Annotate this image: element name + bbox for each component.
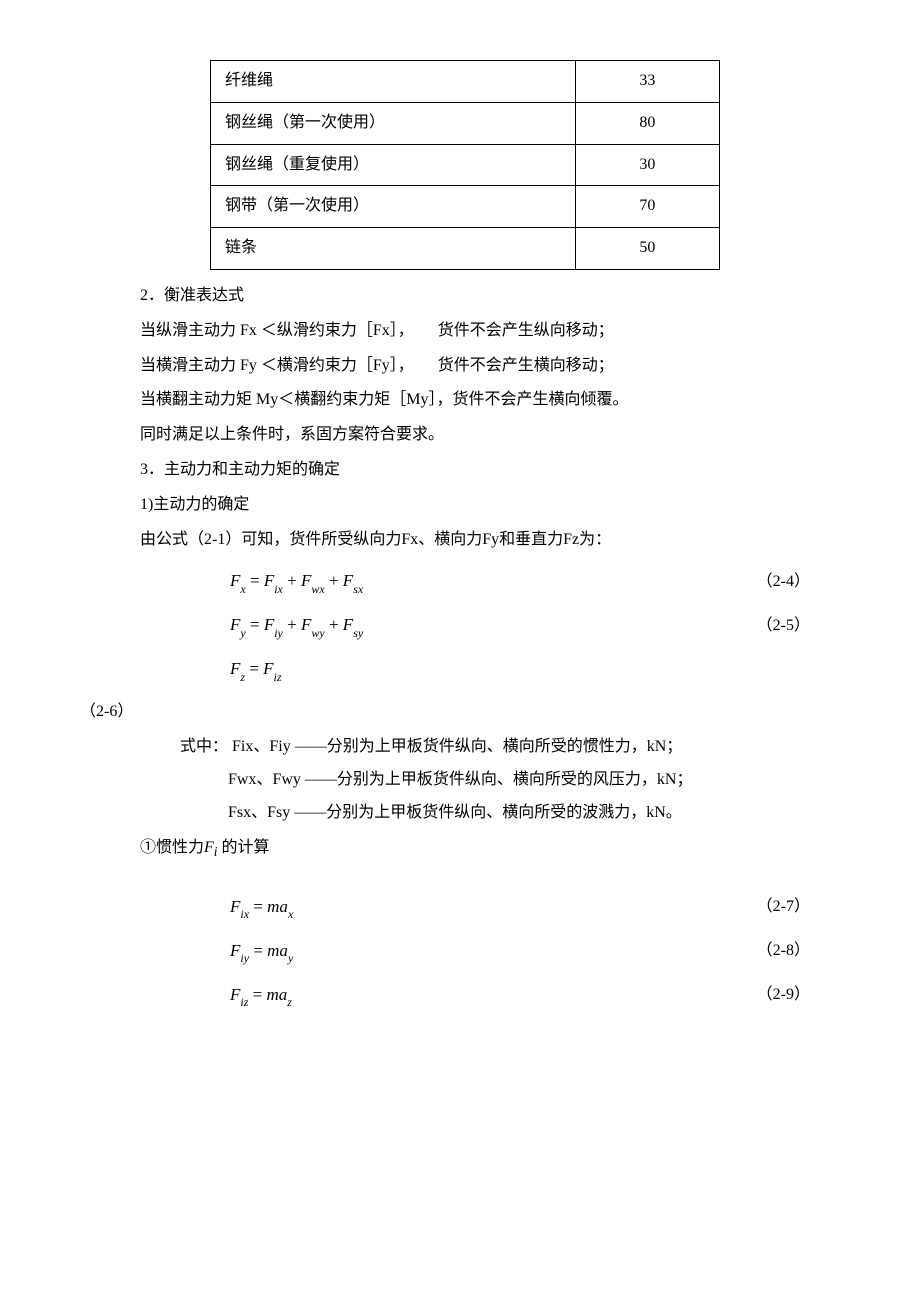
equation-2-7-number: （2-7） [757, 893, 810, 922]
equation-2-6-math: Fz = Fiz [230, 654, 282, 686]
equation-2-7: Fix = max （2-7） [140, 892, 840, 924]
def-line-3: Fsx、Fsy ——分别为上甲板货件纵向、横向所受的波溅力，kN。 [180, 799, 840, 828]
equation-2-9-math: Fiz = maz [230, 980, 292, 1012]
section-3-sub1: 1)主动力的确定 [140, 491, 840, 520]
equation-2-8: Fiy = may （2-8） [140, 936, 840, 968]
equation-2-6: Fz = Fiz [140, 654, 840, 686]
material-name: 纤维绳 [211, 61, 576, 103]
equation-2-5-math: Fy = Fiy + Fwy + Fsy [230, 610, 363, 642]
def-prefix: 式中： [180, 738, 228, 755]
table-row: 纤维绳 33 [211, 61, 720, 103]
inertia-heading-post: 的计算 [218, 839, 270, 856]
equation-2-4: Fx = Fix + Fwx + Fsx （2-4） [140, 566, 840, 598]
equation-2-6-number-line: （2-6） [80, 698, 840, 727]
table-row: 钢带（第一次使用） 70 [211, 186, 720, 228]
material-value: 80 [575, 102, 719, 144]
equation-2-9: Fiz = maz （2-9） [140, 980, 840, 1012]
equation-2-8-number: （2-8） [757, 937, 810, 966]
table-row: 钢丝绳（重复使用） 30 [211, 144, 720, 186]
equation-2-5: Fy = Fiy + Fwy + Fsy （2-5） [140, 610, 840, 642]
material-name: 钢带（第一次使用） [211, 186, 576, 228]
inertia-heading-pre: ①惯性力 [140, 839, 204, 856]
def-line-1: 式中： Fix、Fiy ——分别为上甲板货件纵向、横向所受的惯性力，kN； [180, 733, 840, 762]
section-2-heading: 2．衡准表达式 [140, 282, 840, 311]
variable-definitions: 式中： Fix、Fiy ——分别为上甲板货件纵向、横向所受的惯性力，kN； Fw… [180, 733, 840, 827]
material-value: 50 [575, 228, 719, 270]
criterion-line-2: 当横滑主动力 Fy ＜横滑约束力［Fy］， 货件不会产生横向移动； [140, 352, 840, 381]
document-body: 纤维绳 33 钢丝绳（第一次使用） 80 钢丝绳（重复使用） 30 钢带（第一次… [140, 60, 840, 1012]
equation-2-9-number: （2-9） [757, 981, 810, 1010]
criterion-line-3: 当横翻主动力矩 My＜横翻约束力矩［My］，货件不会产生横向倾覆。 [140, 386, 840, 415]
material-name: 链条 [211, 228, 576, 270]
inertia-symbol: Fi [204, 839, 217, 856]
material-name: 钢丝绳（第一次使用） [211, 102, 576, 144]
equation-2-4-number: （2-4） [757, 568, 810, 597]
equation-2-5-number: （2-5） [757, 612, 810, 641]
equation-2-8-math: Fiy = may [230, 936, 293, 968]
material-value: 33 [575, 61, 719, 103]
section-3-intro: 由公式（2-1）可知，货件所受纵向力Fx、横向力Fy和垂直力Fz为： [140, 526, 840, 555]
material-value: 70 [575, 186, 719, 228]
def-line-2: Fwx、Fwy ——分别为上甲板货件纵向、横向所受的风压力，kN； [180, 766, 840, 795]
equation-2-7-math: Fix = max [230, 892, 293, 924]
inertia-heading: ①惯性力Fi 的计算 [140, 834, 840, 864]
criterion-line-1: 当纵滑主动力 Fx ＜纵滑约束力［Fx］， 货件不会产生纵向移动； [140, 317, 840, 346]
material-table: 纤维绳 33 钢丝绳（第一次使用） 80 钢丝绳（重复使用） 30 钢带（第一次… [210, 60, 720, 270]
criterion-line-4: 同时满足以上条件时，系固方案符合要求。 [140, 421, 840, 450]
material-name: 钢丝绳（重复使用） [211, 144, 576, 186]
equation-2-4-math: Fx = Fix + Fwx + Fsx [230, 566, 363, 598]
table-body: 纤维绳 33 钢丝绳（第一次使用） 80 钢丝绳（重复使用） 30 钢带（第一次… [211, 61, 720, 270]
table-row: 钢丝绳（第一次使用） 80 [211, 102, 720, 144]
section-3-heading: 3．主动力和主动力矩的确定 [140, 456, 840, 485]
table-row: 链条 50 [211, 228, 720, 270]
def-1-text: Fix、Fiy ——分别为上甲板货件纵向、横向所受的惯性力，kN； [228, 738, 682, 755]
material-value: 30 [575, 144, 719, 186]
